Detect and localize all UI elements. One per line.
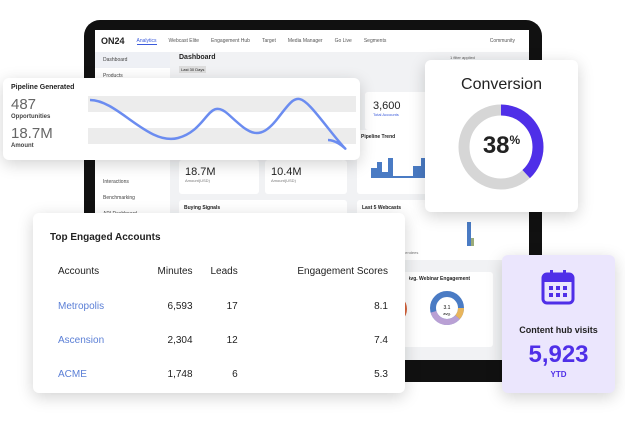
- pipeline-trend-title: Pipeline Trend: [361, 134, 396, 140]
- nav-community[interactable]: Community: [489, 38, 515, 44]
- page-title: Dashboard: [179, 54, 216, 61]
- col-minutes: Minutes: [157, 265, 193, 277]
- date-range-badge[interactable]: Last 30 Days: [179, 66, 207, 73]
- account-link[interactable]: Ascension: [58, 334, 105, 346]
- table-row: Metropolis 6,593 17 8.1: [58, 289, 388, 323]
- hub-sub: YTD: [550, 370, 567, 379]
- nav-media-manager[interactable]: Media Manager: [287, 38, 323, 44]
- conversion-gauge: [458, 104, 544, 190]
- amount-tile-2: 10.4M Amount(USD): [265, 160, 347, 194]
- amount-label-1: Amount(USD): [185, 178, 210, 183]
- hub-title: Content hub visits: [519, 325, 598, 335]
- nav-target[interactable]: Target: [261, 38, 276, 44]
- total-accounts-value: 3,600: [373, 100, 401, 112]
- avg-webinar-title: Avg. Webinar Engagement: [407, 276, 471, 282]
- amount-tile-1: 18.7M Amount(USD): [179, 160, 259, 194]
- col-leads: Leads: [210, 265, 238, 277]
- legend-attendees: Attendees: [400, 250, 419, 255]
- amount-label: Amount: [11, 143, 34, 149]
- donut-center-label: avg.: [443, 311, 451, 316]
- table-row: Ascension 2,304 12 7.4: [58, 323, 388, 357]
- amount-label-2: Amount(USD): [271, 178, 296, 183]
- top-nav: ON24 Analytics Webcast Elite Engagement …: [95, 30, 529, 52]
- conversion-title: Conversion: [461, 76, 542, 93]
- sidebar-item-products[interactable]: Products: [103, 73, 123, 79]
- col-scores: Engagement Scores: [297, 265, 388, 277]
- account-link[interactable]: Metropolis: [58, 300, 105, 312]
- table-header: Accounts Minutes Leads Engagement Scores: [58, 253, 388, 289]
- amount-value-1: 18.7M: [185, 166, 216, 178]
- pipeline-title: Pipeline Generated: [11, 84, 75, 91]
- avg-webinar-tile: Avg. Webinar Engagement 3.1 avg.: [403, 272, 493, 347]
- nav-go-live[interactable]: Go Live: [334, 38, 352, 44]
- bar-attendees: [471, 238, 474, 246]
- col-accounts: Accounts: [58, 265, 100, 277]
- amount-value-2: 10.4M: [271, 166, 302, 178]
- sidebar-item-dashboard[interactable]: Dashboard: [95, 52, 170, 68]
- content-hub-card: Content hub visits 5,923 YTD: [502, 255, 615, 393]
- amount-value: 18.7M: [11, 125, 53, 142]
- bar-registrants: [467, 222, 471, 246]
- nav-engagement-hub[interactable]: Engagement Hub: [211, 38, 250, 44]
- accounts-title: Top Engaged Accounts: [50, 232, 161, 243]
- last-webcasts-title: Last 5 Webcasts: [362, 205, 402, 211]
- sidebar-item-interactions[interactable]: Interactions: [103, 179, 129, 185]
- conversion-card: Conversion 38%: [425, 60, 578, 212]
- filter-status[interactable]: 1 filter applied: [450, 55, 475, 60]
- conversion-value: 38%: [482, 132, 521, 159]
- hub-value: 5,923: [528, 341, 589, 368]
- calendar-icon: [541, 270, 575, 305]
- nav-analytics[interactable]: Analytics: [136, 37, 157, 45]
- accounts-table: Accounts Minutes Leads Engagement Scores…: [58, 253, 388, 391]
- top-engaged-accounts-card: Top Engaged Accounts Accounts Minutes Le…: [33, 213, 405, 393]
- account-link[interactable]: ACME: [58, 368, 87, 380]
- pipeline-generated-card: Pipeline Generated 487 Opportunities 18.…: [3, 78, 360, 160]
- donut-center-value: 3.1: [444, 305, 451, 311]
- pipeline-line-chart: [88, 96, 356, 150]
- table-row: ACME 1,748 6 5.3: [58, 357, 388, 391]
- nav-segments[interactable]: Segments: [363, 38, 387, 44]
- opportunities-label: Opportunities: [11, 114, 51, 120]
- opportunities-value: 487: [11, 96, 37, 113]
- total-accounts-label: Total Accounts: [373, 112, 399, 117]
- nav-webcast-elite[interactable]: Webcast Elite: [168, 38, 200, 44]
- sidebar-item-benchmarking[interactable]: Benchmarking: [103, 195, 135, 201]
- logo: ON24: [101, 36, 125, 46]
